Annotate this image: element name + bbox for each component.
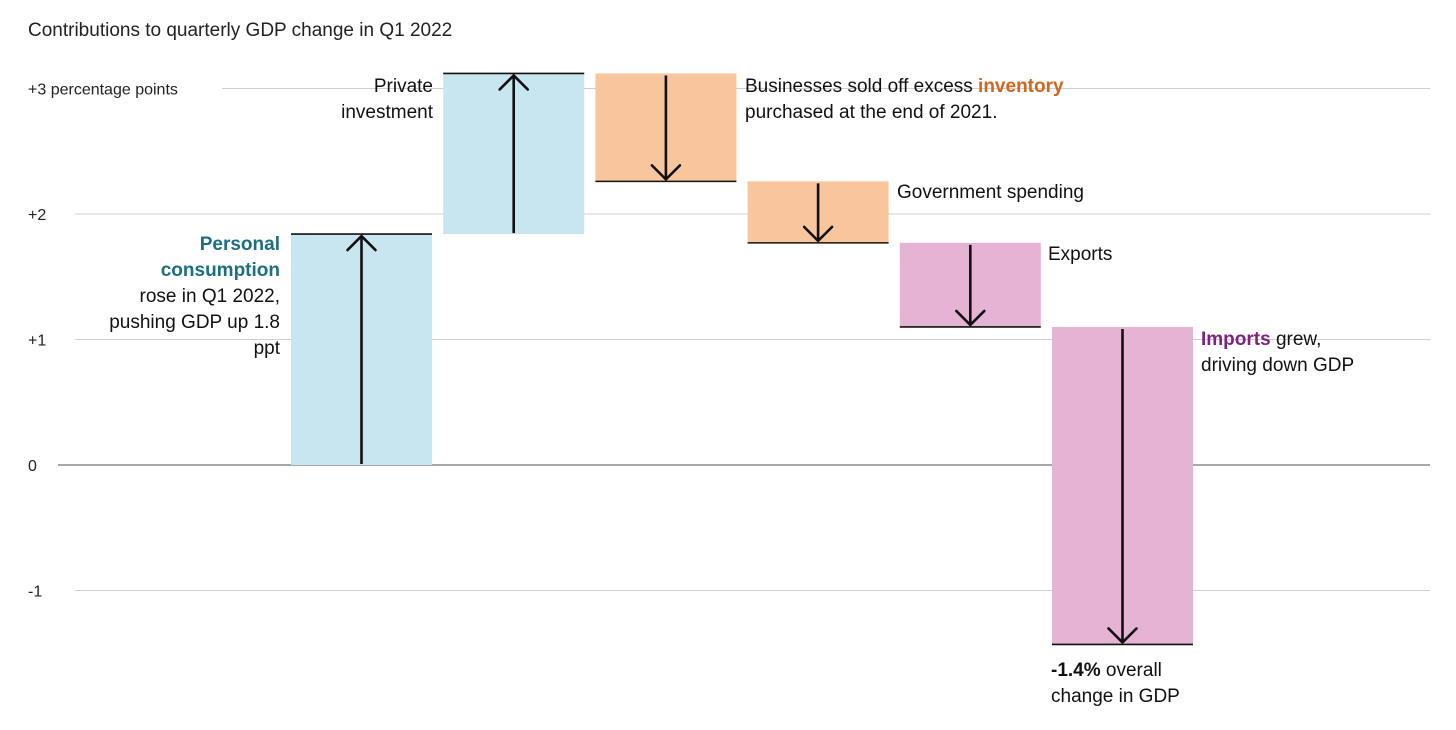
- y-tick-label-2: +1: [28, 333, 46, 350]
- inventory-highlight: inventory: [978, 76, 1064, 97]
- inventory-suffix: purchased at the end of 2021.: [745, 102, 998, 123]
- grid-layer: +3 percentage points +2 +1 0 -1: [28, 82, 1430, 601]
- imports-rest: grew,: [1270, 329, 1322, 350]
- arrow-head-1: [498, 74, 529, 91]
- government-note: Government spending: [897, 180, 1084, 206]
- exports-note: Exports: [1048, 242, 1112, 268]
- y-tick-label-1: +2: [28, 207, 46, 224]
- investment-note: Private investment: [280, 74, 433, 126]
- consumption-highlight: Personal consumption: [160, 234, 280, 281]
- arrow-head-3: [802, 225, 834, 243]
- exports-text: Exports: [1048, 244, 1113, 265]
- government-text: Government spending: [897, 182, 1084, 203]
- imports-highlight: Imports: [1201, 329, 1271, 350]
- arrow-head-2: [650, 164, 682, 181]
- overall-line2: change in GDP: [1051, 686, 1180, 707]
- y-tick-label-3: 0: [28, 458, 37, 475]
- inventory-note: Businesses sold off excess inventory pur…: [745, 74, 1165, 126]
- bars-layer: [291, 73, 1193, 645]
- arrow-head-5: [1107, 627, 1138, 644]
- imports-note: Imports grew, driving down GDP: [1201, 327, 1401, 379]
- consumption-note: Personal consumption rose in Q1 2022, pu…: [100, 232, 280, 362]
- consumption-text: rose in Q1 2022, pushing GDP up 1.8 ppt: [109, 286, 280, 359]
- arrows-layer: [291, 72, 1193, 646]
- y-tick-label-0: +3 percentage points: [28, 82, 178, 99]
- chart-title: Contributions to quarterly GDP change in…: [28, 20, 453, 41]
- overall-rest: overall: [1100, 660, 1162, 681]
- investment-line1: Private: [373, 76, 433, 97]
- arrow-head-0: [346, 234, 377, 252]
- investment-line2: investment: [341, 102, 433, 123]
- arrow-head-4: [955, 309, 986, 327]
- overall-value: -1.4%: [1051, 660, 1101, 681]
- overall-note: -1.4% overall change in GDP: [1051, 658, 1271, 710]
- imports-line2: driving down GDP: [1201, 355, 1355, 376]
- inventory-prefix: Businesses sold off excess: [745, 76, 979, 97]
- y-tick-label-4: -1: [28, 584, 42, 601]
